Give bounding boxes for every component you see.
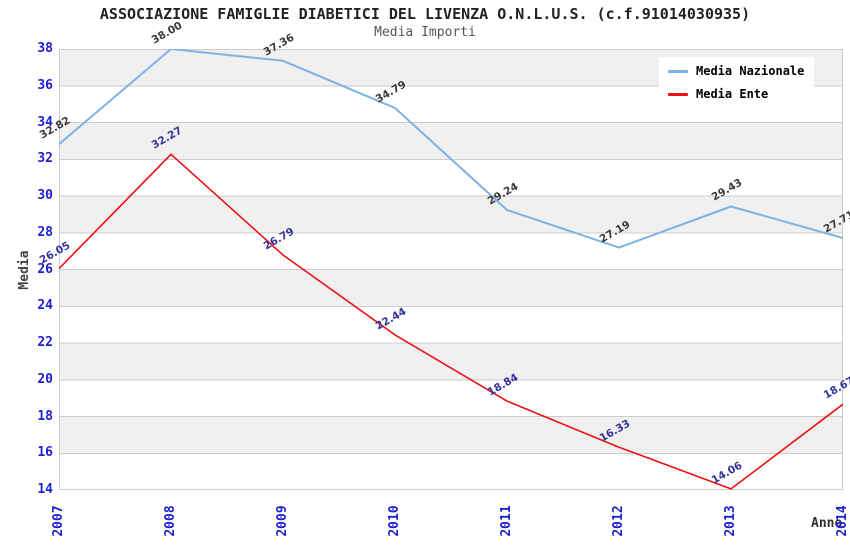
x-axis-title: Anno <box>811 516 843 531</box>
y-tick-label: 38 <box>37 41 53 56</box>
x-tick-label: 2007 <box>51 505 66 537</box>
x-tick-label: 2008 <box>163 505 178 537</box>
legend-item-media-nazionale: Media Nazionale <box>668 64 804 78</box>
y-tick-label: 16 <box>37 445 53 460</box>
legend-line-marker-ente <box>668 92 688 96</box>
y-tick-label: 30 <box>37 188 53 203</box>
y-tick-label: 14 <box>37 482 53 497</box>
y-tick-label: 26 <box>37 262 53 277</box>
background-band <box>59 122 843 160</box>
y-tick-label: 34 <box>37 115 53 130</box>
plot-border <box>59 49 843 490</box>
background-band <box>59 269 843 307</box>
y-tick-label: 22 <box>37 335 53 350</box>
plot-area <box>59 49 843 490</box>
background-band <box>59 343 843 380</box>
legend-item-media-ente: Media Ente <box>668 87 804 101</box>
legend-line-marker-nazionale <box>668 69 688 73</box>
series-line-media-nazionale <box>59 49 843 249</box>
x-tick-label: 2014 <box>835 505 850 537</box>
y-tick-label: 18 <box>37 409 53 424</box>
x-tick-label: 2011 <box>499 505 514 537</box>
legend-label: Media Ente <box>696 87 769 101</box>
x-tick-label: 2012 <box>611 505 626 537</box>
y-tick-label: 24 <box>37 298 53 313</box>
x-tick-label: 2013 <box>723 505 738 537</box>
chart-title: ASSOCIAZIONE FAMIGLIE DIABETICI DEL LIVE… <box>99 5 751 23</box>
legend-label: Media Nazionale <box>696 64 805 78</box>
x-tick-label: 2009 <box>275 505 290 537</box>
y-tick-label: 36 <box>37 78 53 93</box>
y-tick-label: 20 <box>37 372 53 387</box>
x-tick-label: 2010 <box>387 505 402 537</box>
legend: Media Nazionale Media Ente <box>659 57 815 108</box>
y-tick-label: 28 <box>37 225 53 240</box>
y-tick-label: 32 <box>37 151 53 166</box>
series-line-media-ente <box>59 153 843 490</box>
background-band <box>59 196 843 233</box>
chart-subtitle: Media Importi <box>374 25 476 40</box>
background-band <box>59 416 843 454</box>
